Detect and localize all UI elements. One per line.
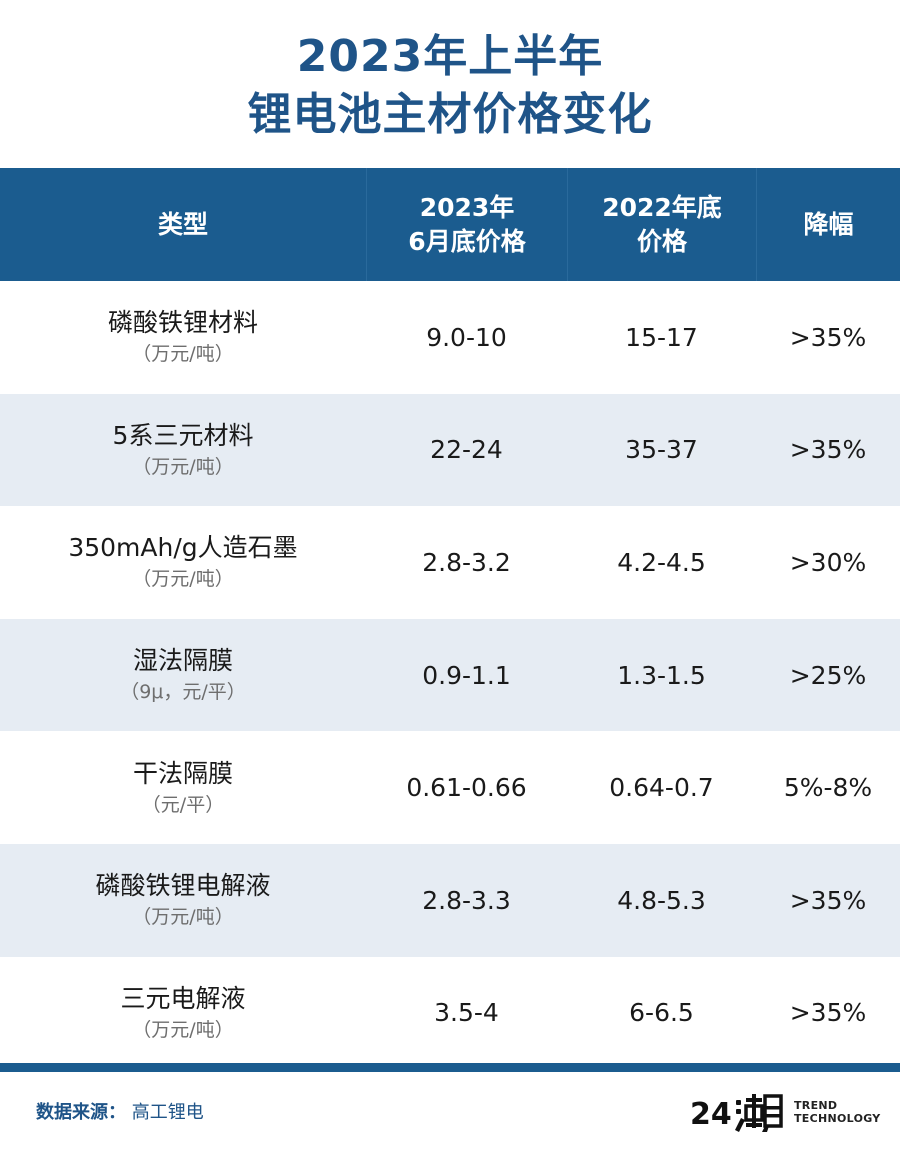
material-name: 5系三元材料: [112, 420, 254, 450]
price-end2022-cell: 4.2-4.5: [567, 506, 756, 619]
cell-type: 三元电解液 （万元/吨）: [0, 957, 366, 1070]
decline-value: >30%: [789, 547, 867, 577]
decline-cell: >25%: [756, 619, 900, 732]
header-decline-label: 降幅: [803, 209, 854, 239]
decline-cell: >35%: [756, 957, 900, 1070]
price-jun2023-value: 0.61-0.66: [406, 773, 527, 803]
price-jun2023-value: 3.5-4: [434, 998, 499, 1028]
header-decline: 降幅: [756, 168, 900, 281]
table-row: 磷酸铁锂电解液 （万元/吨） 2.8-3.3 4.8-5.3 >35%: [0, 843, 900, 957]
price-jun2023-cell: 0.9-1.1: [366, 619, 567, 732]
price-jun2023-value: 2.8-3.2: [422, 547, 511, 577]
material-unit: （万元/吨）: [132, 568, 234, 591]
title-line-1: 2023年上半年: [296, 31, 604, 82]
material-name: 干法隔膜: [132, 758, 233, 788]
cell-type: 干法隔膜 （元/平）: [0, 731, 366, 844]
table-header: 类型 2023年 6月底价格 2022年底 价格 降幅: [0, 168, 900, 281]
decline-cell: >30%: [756, 506, 900, 619]
material-unit: （万元/吨）: [132, 455, 234, 478]
header-jun2023-line2: 6月底价格: [408, 226, 526, 256]
table-row: 350mAh/g人造石墨 （万元/吨） 2.8-3.2 4.2-4.5 >30%: [0, 506, 900, 619]
price-jun2023-value: 22-24: [430, 435, 503, 465]
material-unit: （万元/吨）: [132, 343, 234, 366]
decline-value: >35%: [789, 998, 867, 1028]
table-body: 磷酸铁锂材料 （万元/吨） 9.0-10 15-17 >35% 5系三元材料 （万元/吨） 2…: [0, 281, 900, 1070]
cell-type: 5系三元材料 （万元/吨）: [0, 394, 366, 507]
price-table: 类型 2023年 6月底价格 2022年底 价格 降幅 磷酸铁锂材料 （万元/吨）…: [0, 168, 900, 1070]
price-end2022-cell: 0.64-0.7: [567, 731, 756, 844]
decline-value: >25%: [789, 660, 867, 690]
material-name: 磷酸铁锂电解液: [95, 871, 271, 901]
price-end2022-cell: 35-37: [567, 394, 756, 507]
cell-type: 磷酸铁锂电解液 （万元/吨）: [0, 844, 366, 957]
cell-type: 磷酸铁锂材料 （万元/吨）: [0, 281, 366, 394]
decline-cell: >35%: [756, 281, 900, 394]
logo-line-2: TECHNOLOGY: [794, 1112, 881, 1125]
decline-cell: 5%-8%: [756, 731, 900, 844]
price-jun2023-cell: 2.8-3.3: [366, 844, 567, 957]
price-end2022-value: 4.2-4.5: [617, 547, 706, 577]
material-name: 三元电解液: [120, 983, 246, 1013]
material-unit: （元/平）: [141, 793, 225, 816]
price-jun2023-cell: 0.61-0.66: [366, 731, 567, 844]
material-name: 磷酸铁锂材料: [107, 308, 258, 338]
price-jun2023-value: 0.9-1.1: [422, 660, 511, 690]
table-row: 湿法隔膜 （9μ，元/平） 0.9-1.1 1.3-1.5 >25%: [0, 618, 900, 732]
source-label: 数据来源：: [36, 1102, 126, 1123]
title-line-2: 锂电池主材价格变化: [247, 89, 653, 140]
decline-value: 5%-8%: [783, 773, 873, 803]
price-end2022-value: 35-37: [625, 435, 698, 465]
header-type: 类型: [0, 168, 366, 281]
price-jun2023-cell: 22-24: [366, 394, 567, 507]
material-name: 湿法隔膜: [132, 646, 233, 676]
price-end2022-value: 1.3-1.5: [617, 660, 706, 690]
price-end2022-value: 4.8-5.3: [617, 885, 706, 915]
price-end2022-cell: 1.3-1.5: [567, 619, 756, 732]
header-end2022-line2: 价格: [636, 226, 687, 256]
decline-value: >35%: [789, 322, 867, 352]
table-row: 干法隔膜 （元/平） 0.61-0.66 0.64-0.7 5%-8%: [0, 731, 900, 844]
logo-wordmark: TREND TECHNOLOGY: [794, 1099, 881, 1125]
cell-type: 湿法隔膜 （9μ，元/平）: [0, 619, 366, 732]
source-value: 高工锂电: [131, 1102, 204, 1123]
bottom-rule: [0, 1063, 900, 1072]
price-end2022-value: 15-17: [625, 322, 698, 352]
material-name: 350mAh/g人造石墨: [68, 533, 298, 563]
material-unit: （万元/吨）: [132, 1018, 234, 1041]
svg-text:24: 24: [690, 1097, 732, 1132]
price-end2022-cell: 6-6.5: [567, 957, 756, 1070]
decline-cell: >35%: [756, 844, 900, 957]
header-jun2023: 2023年 6月底价格: [366, 168, 567, 281]
header-jun2023-line1: 2023年: [419, 192, 515, 222]
price-end2022-cell: 4.8-5.3: [567, 844, 756, 957]
price-jun2023-value: 9.0-10: [426, 322, 507, 352]
page-title: 2023年上半年 锂电池主材价格变化: [0, 28, 900, 144]
price-end2022-value: 0.64-0.7: [609, 773, 714, 803]
material-unit: （9μ，元/平）: [120, 681, 246, 704]
cell-type: 350mAh/g人造石墨 （万元/吨）: [0, 506, 366, 619]
decline-cell: >35%: [756, 394, 900, 507]
brand-logo: 24 TREND TECHNOLOGY: [690, 1090, 881, 1134]
decline-value: >35%: [789, 885, 867, 915]
table-row: 三元电解液 （万元/吨） 3.5-4 6-6.5 >35%: [0, 956, 900, 1070]
data-source: 数据来源： 高工锂电: [36, 1100, 204, 1126]
price-end2022-cell: 15-17: [567, 281, 756, 394]
header-type-label: 类型: [157, 209, 208, 239]
price-end2022-value: 6-6.5: [629, 998, 694, 1028]
table-row: 磷酸铁锂材料 （万元/吨） 9.0-10 15-17 >35%: [0, 281, 900, 394]
price-jun2023-cell: 2.8-3.2: [366, 506, 567, 619]
price-jun2023-cell: 9.0-10: [366, 281, 567, 394]
header-end2022-line1: 2022年底: [602, 192, 722, 222]
logo-mark-icon: 24: [690, 1094, 783, 1132]
price-jun2023-cell: 3.5-4: [366, 957, 567, 1070]
decline-value: >35%: [789, 435, 867, 465]
header-end2022: 2022年底 价格: [567, 168, 756, 281]
material-unit: （万元/吨）: [132, 906, 234, 929]
logo-line-1: TREND: [794, 1099, 838, 1112]
price-jun2023-value: 2.8-3.3: [422, 885, 511, 915]
table-row: 5系三元材料 （万元/吨） 22-24 35-37 >35%: [0, 393, 900, 507]
